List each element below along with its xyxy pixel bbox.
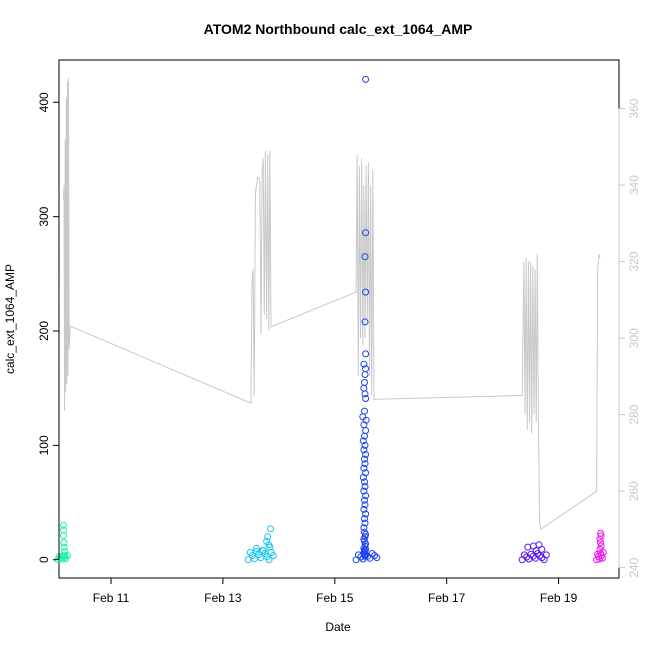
- y2-tick-label: 240: [627, 557, 641, 577]
- data-point-2: [361, 483, 369, 490]
- data-point-1: [266, 543, 274, 551]
- y2-tick-label: 260: [627, 481, 641, 501]
- data-point-2: [359, 437, 367, 445]
- data-point-3: [532, 547, 540, 555]
- data-point-4: [597, 542, 605, 550]
- band-point-3: [520, 551, 528, 559]
- y-axis: 0 100 200 300 400: [37, 92, 60, 563]
- data-point-2: [359, 413, 367, 421]
- data-point-2: [361, 460, 369, 468]
- data-point-2: [360, 487, 368, 495]
- data-point-3: [524, 543, 532, 551]
- data-point-0: [61, 551, 69, 559]
- data-point-2: [361, 390, 369, 398]
- data-point-2: [361, 253, 369, 261]
- y-tick-label: 200: [37, 321, 51, 341]
- band-point-2: [371, 552, 378, 560]
- data-point-0: [60, 543, 68, 551]
- data-point-1: [259, 547, 267, 555]
- y-tick-label: 400: [37, 92, 51, 112]
- x-axis-label: Date: [325, 620, 351, 634]
- data-point-2: [360, 446, 368, 454]
- y-tick-label: 300: [37, 206, 51, 226]
- x-tick-label: Feb 15: [316, 591, 354, 605]
- data-point-2: [361, 407, 368, 415]
- band-point-1: [269, 552, 277, 560]
- data-point-2: [360, 464, 368, 472]
- x-tick-label: Feb 13: [204, 591, 242, 605]
- data-point-2: [362, 427, 370, 434]
- data-point-4: [596, 545, 604, 553]
- band-point-3: [536, 552, 544, 560]
- data-point-2: [361, 478, 368, 486]
- data-point-1: [253, 544, 260, 552]
- band-point-2: [373, 554, 381, 562]
- data-point-2: [360, 384, 368, 392]
- data-point-1: [264, 533, 272, 541]
- y2-tick-label: 280: [627, 404, 641, 424]
- band-point-1: [265, 556, 273, 564]
- data-point-0: [60, 532, 67, 540]
- data-point-4: [597, 532, 605, 540]
- data-point-2: [361, 318, 369, 326]
- data-point-2: [361, 496, 368, 504]
- data-point-0: [60, 521, 67, 529]
- band-point-0: [62, 555, 70, 563]
- data-point-2: [361, 432, 368, 440]
- data-point-1: [267, 525, 274, 533]
- y2-tick-label: 360: [627, 98, 641, 118]
- data-point-4: [596, 535, 604, 543]
- data-point-2: [361, 501, 369, 509]
- data-point-2: [361, 441, 369, 449]
- data-point-2: [361, 552, 369, 560]
- data-point-2: [362, 288, 370, 296]
- points-layer: [54, 75, 607, 564]
- y2-axis: 240 260 280 300 320 340 360: [618, 98, 641, 578]
- x-axis: Feb 11 Feb 13 Feb 15 Feb 17 Feb 19: [93, 577, 578, 605]
- data-point-2: [361, 519, 369, 527]
- data-point-0: [60, 539, 68, 547]
- data-point-2: [360, 360, 368, 368]
- data-point-2: [362, 75, 370, 83]
- data-point-2: [359, 473, 367, 481]
- data-point-2: [362, 350, 370, 358]
- data-point-2: [361, 455, 368, 463]
- x-tick-label: Feb 11: [93, 591, 130, 605]
- data-point-3: [538, 545, 546, 553]
- band-point-3: [527, 550, 535, 558]
- data-point-2: [361, 515, 368, 522]
- data-point-0: [61, 548, 69, 556]
- y-tick-label: 0: [37, 556, 51, 563]
- data-point-2: [362, 395, 370, 402]
- y2-tick-label: 300: [627, 328, 641, 348]
- x-tick-label: Feb 19: [540, 591, 578, 605]
- data-point-2: [361, 379, 368, 386]
- band-point-3: [542, 551, 550, 559]
- data-point-2: [362, 451, 370, 458]
- data-point-2: [362, 510, 370, 518]
- y-tick-label: 100: [37, 435, 51, 455]
- data-point-2: [360, 505, 368, 513]
- band-point-2: [368, 550, 376, 557]
- series-line: [63, 77, 601, 531]
- data-point-2: [362, 229, 370, 237]
- data-point-2: [361, 371, 369, 378]
- data-point-4: [597, 539, 604, 547]
- y-axis-label: calc_ext_1064_AMP: [3, 264, 17, 374]
- line-layer: [63, 77, 601, 531]
- chart-title: ATOM2 Northbound calc_ext_1064_AMP: [204, 21, 473, 37]
- data-point-2: [360, 524, 368, 532]
- y2-tick-label: 340: [627, 175, 641, 195]
- data-point-2: [362, 492, 370, 500]
- y2-tick-label: 320: [627, 251, 641, 271]
- x-tick-label: Feb 17: [428, 591, 466, 605]
